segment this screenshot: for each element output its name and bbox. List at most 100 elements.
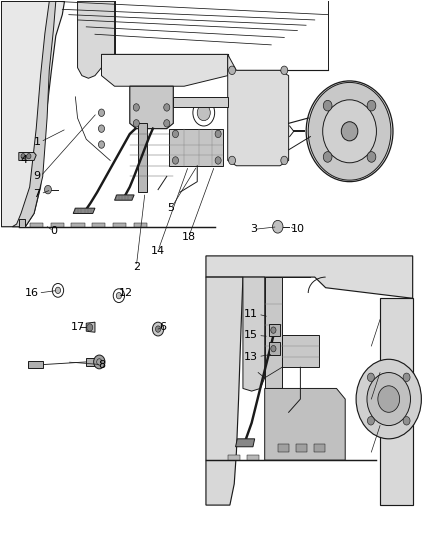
Polygon shape [19,152,36,160]
Circle shape [403,417,410,425]
Polygon shape [169,128,223,166]
Circle shape [272,220,283,233]
Circle shape [99,109,105,116]
Text: 17: 17 [71,322,85,333]
Polygon shape [228,54,289,166]
Circle shape [94,355,105,369]
Text: 9: 9 [33,172,41,181]
Circle shape [367,373,374,382]
Polygon shape [306,455,318,460]
Polygon shape [134,223,147,227]
Circle shape [164,104,170,111]
Text: 14: 14 [151,246,165,256]
Text: 2: 2 [133,262,140,271]
Polygon shape [236,439,254,447]
Circle shape [21,154,25,159]
Polygon shape [296,444,307,452]
Circle shape [155,326,161,332]
Circle shape [99,141,105,148]
Circle shape [87,324,93,331]
Polygon shape [247,455,259,460]
Circle shape [271,345,276,352]
Polygon shape [282,335,319,367]
Polygon shape [265,389,345,460]
Polygon shape [269,342,280,355]
Polygon shape [12,2,56,227]
Text: 18: 18 [181,232,196,243]
Polygon shape [102,54,228,86]
Polygon shape [278,444,289,452]
Polygon shape [206,256,413,298]
Circle shape [27,154,31,159]
Ellipse shape [385,275,406,290]
Circle shape [99,125,105,132]
Circle shape [378,386,399,413]
Polygon shape [28,361,43,368]
Ellipse shape [306,81,393,182]
Circle shape [197,105,210,120]
Polygon shape [130,86,173,128]
Polygon shape [73,208,95,214]
Circle shape [281,156,288,165]
Text: 4: 4 [21,156,28,165]
Ellipse shape [145,55,188,75]
Circle shape [116,293,121,299]
Polygon shape [1,2,64,227]
Circle shape [173,157,179,164]
Polygon shape [71,223,85,227]
Text: 13: 13 [244,352,258,361]
Circle shape [367,100,376,111]
Polygon shape [138,123,147,192]
Polygon shape [206,277,243,505]
Text: 3: 3 [251,224,257,235]
Polygon shape [115,195,134,200]
Circle shape [229,156,236,165]
Circle shape [367,373,410,425]
Polygon shape [92,223,106,227]
Polygon shape [267,455,279,460]
Text: 6: 6 [159,322,166,333]
Circle shape [45,185,51,194]
Circle shape [367,151,376,162]
Polygon shape [86,358,95,366]
Polygon shape [173,97,228,108]
Circle shape [152,322,164,336]
Ellipse shape [308,83,391,180]
Circle shape [356,359,421,439]
Polygon shape [50,223,64,227]
Circle shape [323,100,332,111]
Circle shape [215,130,221,138]
Text: 7: 7 [33,189,41,199]
Text: 1: 1 [34,137,41,147]
Circle shape [367,417,374,425]
Circle shape [323,151,332,162]
Polygon shape [243,277,265,391]
Text: 8: 8 [98,360,105,369]
Circle shape [55,287,60,294]
Circle shape [133,119,139,127]
Polygon shape [380,298,413,505]
Text: 11: 11 [244,309,258,319]
Text: 12: 12 [118,288,132,298]
Polygon shape [265,277,282,389]
Circle shape [403,373,410,382]
Ellipse shape [341,122,358,141]
Polygon shape [228,455,240,460]
Polygon shape [86,322,95,332]
Circle shape [173,130,179,138]
Polygon shape [113,223,126,227]
Circle shape [133,104,139,111]
Text: 10: 10 [290,224,304,235]
Circle shape [164,119,170,127]
Polygon shape [314,444,325,452]
Circle shape [215,157,221,164]
Circle shape [281,66,288,75]
Polygon shape [269,324,280,336]
Circle shape [271,327,276,333]
Ellipse shape [150,59,183,71]
Text: 5: 5 [168,203,175,213]
Polygon shape [19,219,25,227]
Polygon shape [286,455,299,460]
Polygon shape [78,2,115,78]
Ellipse shape [381,272,410,293]
